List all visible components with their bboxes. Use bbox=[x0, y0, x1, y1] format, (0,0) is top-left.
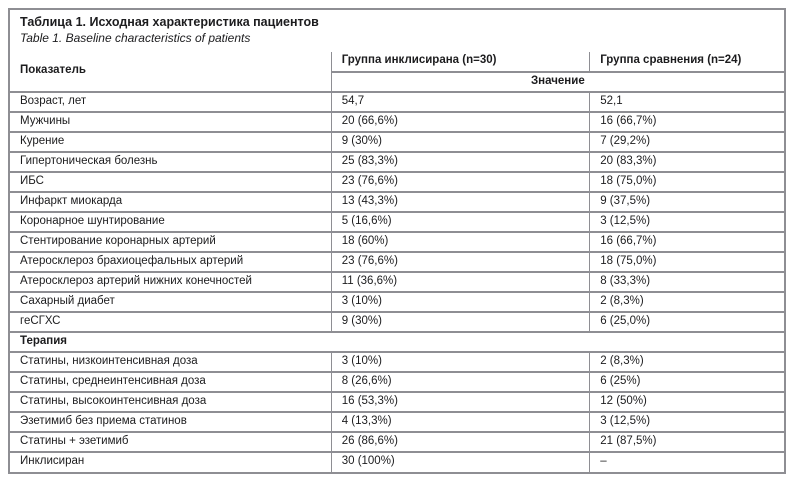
table-row: ИБС 23 (76,6%) 18 (75,0%) bbox=[9, 170, 785, 193]
table-row: Статины, высокоинтенсивная доза 16 (53,3%… bbox=[9, 390, 785, 413]
row-value-group2: 16 (66,7%) bbox=[589, 110, 785, 133]
column-header-group1: Группа инклисирана (n=30) bbox=[330, 50, 591, 73]
row-value-group1: 8 (26,6%) bbox=[330, 370, 591, 393]
row-label: Возраст, лет bbox=[9, 90, 332, 113]
row-value-group1: 4 (13,3%) bbox=[330, 410, 591, 433]
table-row: Статины, низкоинтенсивная доза 3 (10%) 2 (… bbox=[9, 350, 785, 373]
row-value-group1: 16 (53,3%) bbox=[330, 390, 591, 413]
row-label: Атеросклероз брахиоцефальных артерий bbox=[9, 250, 332, 273]
row-label: Мужчины bbox=[9, 110, 332, 133]
row-value-group2: 6 (25,0%) bbox=[589, 310, 785, 333]
table-row: Коронарное шунтирование 5 (16,6%) 3 (12,5%… bbox=[9, 210, 785, 233]
row-value-group2: 12 (50%) bbox=[589, 390, 785, 413]
row-label: Курение bbox=[9, 130, 332, 153]
header-row-value: Значение bbox=[10, 70, 785, 93]
row-value-group1: 23 (76,6%) bbox=[330, 250, 591, 273]
column-header-indicator: Показатель bbox=[9, 50, 332, 93]
row-label: Инклисиран bbox=[9, 450, 332, 473]
row-value-group1: 23 (76,6%) bbox=[330, 170, 591, 193]
table-row: Статины, среднеинтенсивная доза 8 (26,6%)… bbox=[9, 370, 785, 393]
row-value-group1: 25 (83,3%) bbox=[330, 150, 591, 173]
row-label: Атеросклероз артерий нижних конечностей bbox=[9, 270, 332, 293]
row-value-group2: 8 (33,3%) bbox=[589, 270, 785, 293]
row-label: Статины, высокоинтенсивная доза bbox=[9, 390, 332, 413]
row-label: Стентирование коронарных артерий bbox=[9, 230, 332, 253]
row-value-group1: 26 (86,6%) bbox=[330, 430, 591, 453]
header-row-groups: Показатель Группа инклисирана (n=30) Гру… bbox=[9, 50, 785, 93]
column-header-group2: Группа сравнения (n=24) bbox=[589, 50, 785, 73]
row-label: Эзетимиб без приема статинов bbox=[9, 410, 332, 433]
table-row: Возраст, лет 54,7 52,1 bbox=[9, 90, 785, 113]
row-value-group2: 7 (29,2%) bbox=[589, 130, 785, 153]
row-value-group2: – bbox=[589, 450, 785, 473]
row-value-group1: 9 (30%) bbox=[330, 130, 591, 153]
table-row: Атеросклероз артерий нижних конечностей 1… bbox=[9, 270, 785, 293]
column-header-value: Значение bbox=[330, 70, 785, 93]
table-row: Статины + эзетимиб 26 (86,6%) 21 (87,5%) bbox=[9, 430, 785, 453]
row-value-group2: 2 (8,3%) bbox=[589, 350, 785, 373]
row-value-group1: 54,7 bbox=[330, 90, 591, 113]
row-value-group2: 18 (75,0%) bbox=[589, 250, 785, 273]
row-value-group1: 3 (10%) bbox=[330, 350, 591, 373]
table-row: геСГХС 9 (30%) 6 (25,0%) bbox=[9, 310, 785, 333]
row-value-group1: 5 (16,6%) bbox=[330, 210, 591, 233]
row-value-group1: 30 (100%) bbox=[330, 450, 591, 473]
row-label: Коронарное шунтирование bbox=[9, 210, 332, 233]
row-label: ИБС bbox=[9, 170, 332, 193]
table-caption: Таблица 1. Исходная характеристика пацие… bbox=[10, 10, 784, 52]
row-value-group1: 18 (60%) bbox=[330, 230, 591, 253]
row-value-group2: 20 (83,3%) bbox=[589, 150, 785, 173]
row-value-group2: 21 (87,5%) bbox=[589, 430, 785, 453]
table-row: Атеросклероз брахиоцефальных артерий 23 (… bbox=[9, 250, 785, 273]
row-value-group2: 16 (66,7%) bbox=[589, 230, 785, 253]
section-label: Терапия bbox=[9, 330, 785, 353]
table-row: Инклисиран 30 (100%) – bbox=[9, 450, 785, 473]
table-row: Курение 9 (30%) 7 (29,2%) bbox=[9, 130, 785, 153]
table-row: Стентирование коронарных артерий 18 (60%)… bbox=[9, 230, 785, 253]
table-body: Возраст, лет 54,7 52,1 Мужчины 20 (66,6%) 16 … bbox=[9, 90, 785, 473]
table-title-en: Table 1. Baseline characteristics of pat… bbox=[20, 30, 251, 45]
table-row: Сахарный диабет 3 (10%) 2 (8,3%) bbox=[9, 290, 785, 313]
table-row: Мужчины 20 (66,6%) 16 (66,7%) bbox=[9, 110, 785, 133]
row-value-group2: 18 (75,0%) bbox=[589, 170, 785, 193]
row-label: геСГХС bbox=[9, 310, 332, 333]
row-value-group1: 9 (30%) bbox=[330, 310, 591, 333]
row-label: Статины, среднеинтенсивная доза bbox=[9, 370, 332, 393]
baseline-characteristics-table: Показатель Группа инклисирана (n=30) Гру… bbox=[9, 50, 785, 473]
row-value-group2: 6 (25%) bbox=[589, 370, 785, 393]
row-value-group2: 3 (12,5%) bbox=[589, 210, 785, 233]
row-value-group1: 20 (66,6%) bbox=[330, 110, 591, 133]
table-row: Эзетимиб без приема статинов 4 (13,3%) 3 (… bbox=[9, 410, 785, 433]
table-frame: Таблица 1. Исходная характеристика пацие… bbox=[8, 8, 786, 474]
row-value-group2: 2 (8,3%) bbox=[589, 290, 785, 313]
row-label: Гипертоническая болезнь bbox=[9, 150, 332, 173]
row-label: Статины, низкоинтенсивная доза bbox=[9, 350, 332, 373]
row-value-group2: 3 (12,5%) bbox=[589, 410, 785, 433]
row-value-group2: 9 (37,5%) bbox=[589, 190, 785, 213]
row-label: Статины + эзетимиб bbox=[9, 430, 332, 453]
row-label: Сахарный диабет bbox=[9, 290, 332, 313]
row-value-group1: 3 (10%) bbox=[330, 290, 591, 313]
row-label: Инфаркт миокарда bbox=[9, 190, 332, 213]
table-row: Гипертоническая болезнь 25 (83,3%) 20 (83,… bbox=[9, 150, 785, 173]
row-value-group2: 52,1 bbox=[589, 90, 785, 113]
row-value-group1: 11 (36,6%) bbox=[330, 270, 591, 293]
table-header: Показатель Группа инклисирана (n=30) Гру… bbox=[9, 50, 785, 93]
table-row: Инфаркт миокарда 13 (43,3%) 9 (37,5%) bbox=[9, 190, 785, 213]
row-value-group1: 13 (43,3%) bbox=[330, 190, 591, 213]
table-title-ru: Таблица 1. Исходная характеристика пацие… bbox=[20, 15, 319, 29]
section-row: Терапия bbox=[9, 330, 785, 353]
